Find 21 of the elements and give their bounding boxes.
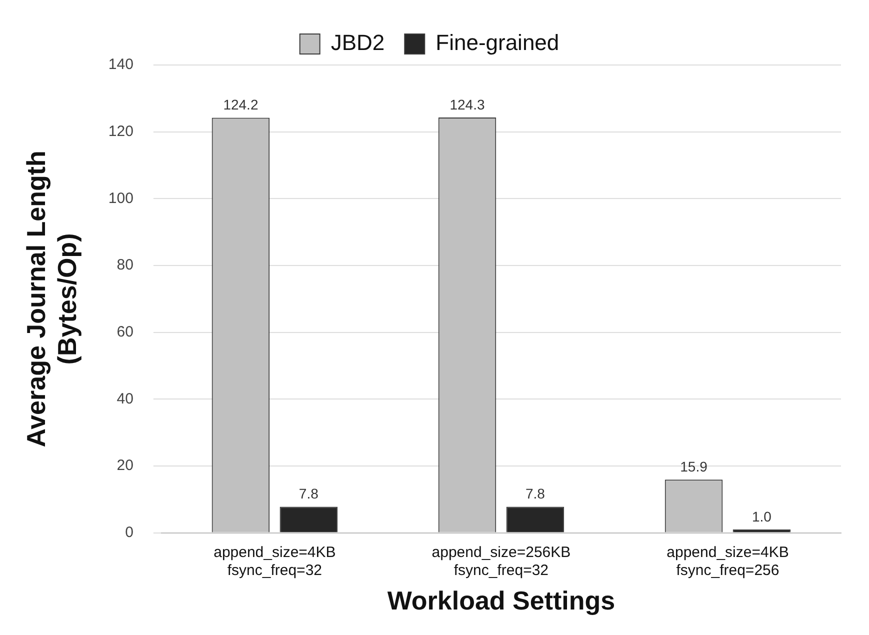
data-label: 124.2 [223,96,258,113]
y-tick-label: 60 [116,323,134,340]
y-axis-title: Average Journal Length (Bytes/Op) [20,150,82,448]
y-tick-label: 0 [125,524,134,541]
legend-label: Fine-grained [436,30,560,56]
y-tick-label: 80 [116,256,134,274]
x-tick-label: append_size=4KB fsync_freq=32 [214,544,336,579]
y-tick-label: 40 [116,390,134,408]
data-label: 7.8 [525,486,546,502]
legend-label: JBD2 [330,30,385,56]
x-tick-label: append_size=4KB fsync_freq=256 [666,544,789,579]
data-label: 124.3 [450,96,485,112]
y-tick-label: 20 [116,457,134,474]
y-tick-label: 100 [108,190,134,207]
data-label: 1.0 [752,508,772,524]
y-tick-label: 140 [108,56,134,74]
y-tick-label: 120 [108,122,134,140]
data-label: 15.9 [680,458,708,475]
x-axis-title: Workload Settings [387,586,616,616]
data-label: 7.8 [298,486,319,502]
x-tick-label: append_size=256KB fsync_freq=32 [432,544,571,579]
